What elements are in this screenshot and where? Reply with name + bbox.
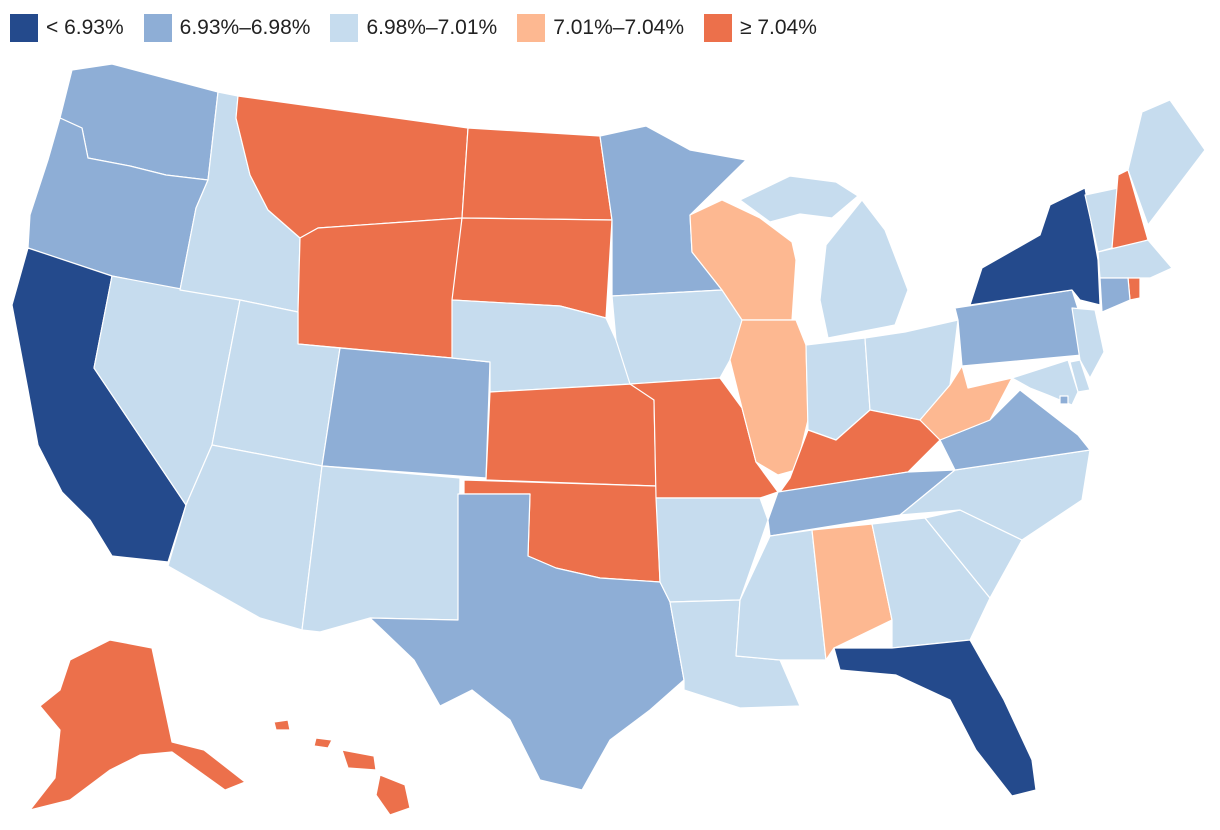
state-ME[interactable] [1127, 99, 1206, 226]
state-WY[interactable] [297, 217, 463, 359]
legend-item-bin-0: < 6.93% [10, 14, 124, 42]
legend-swatch-bin-4 [704, 14, 732, 42]
state-AL[interactable] [811, 523, 893, 661]
state-AK[interactable] [29, 639, 246, 811]
state-MA[interactable] [1097, 239, 1173, 279]
state-HI-main[interactable] [375, 774, 411, 816]
legend-swatch-bin-2 [330, 14, 359, 42]
state-CT[interactable] [1099, 277, 1131, 313]
legend-swatch-bin-1 [143, 14, 172, 42]
state-NM[interactable] [301, 465, 461, 633]
legend-label-bin-3: 7.01%–7.04% [553, 16, 684, 39]
state-HI-islands-2[interactable] [341, 749, 377, 771]
state-MI-upper[interactable] [739, 175, 859, 223]
state-HI-islands-1[interactable] [313, 737, 333, 749]
state-FL[interactable] [833, 639, 1037, 797]
state-IL[interactable] [729, 319, 809, 476]
legend-label-bin-4: ≥ 7.04% [740, 16, 817, 39]
state-MI[interactable] [819, 199, 909, 339]
state-HI-islands-3[interactable] [273, 719, 291, 731]
legend-item-bin-1: 6.93%–6.98% [143, 14, 311, 42]
map-legend: < 6.93% 6.93%–6.98% 6.98%–7.01% 7.01%–7.… [10, 12, 817, 44]
state-MD[interactable] [1011, 359, 1079, 406]
state-DC[interactable] [1059, 395, 1069, 405]
legend-item-bin-2: 6.98%–7.01% [330, 14, 497, 42]
legend-swatch-bin-3 [517, 14, 546, 42]
state-ND[interactable] [461, 127, 613, 221]
legend-item-bin-3: 7.01%–7.04% [517, 14, 684, 42]
legend-item-bin-4: ≥ 7.04% [704, 14, 817, 42]
legend-label-bin-2: 6.98%–7.01% [366, 16, 498, 39]
state-TX[interactable] [369, 493, 685, 791]
state-WI[interactable] [689, 199, 797, 321]
state-NY[interactable] [969, 187, 1101, 306]
legend-label-bin-1: 6.93%–6.98% [179, 16, 311, 39]
legend-swatch-bin-0 [10, 14, 38, 42]
state-NJ[interactable] [1071, 307, 1105, 379]
state-CO[interactable] [321, 347, 491, 479]
legend-label-bin-0: < 6.93% [46, 16, 124, 39]
state-IA[interactable] [611, 289, 746, 385]
state-WV[interactable] [919, 365, 1013, 441]
state-KS[interactable] [485, 383, 657, 487]
